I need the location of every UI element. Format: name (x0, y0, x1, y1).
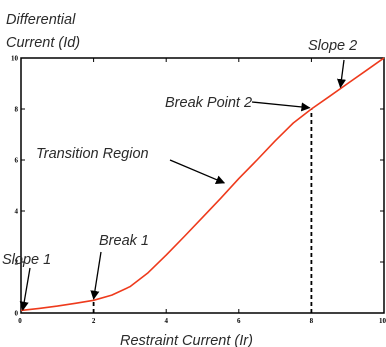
annotation-arrow (19, 267, 31, 311)
annotation-arrow (169, 159, 226, 184)
annotation-label: Transition Region (36, 146, 149, 162)
annotation-arrow (251, 101, 311, 112)
chart-annotations: Slope 1 Break 1 Transition Region Break Poi… (2, 38, 357, 311)
y-tick-label: 2 (15, 259, 19, 267)
annotation-label: Break 1 (99, 233, 149, 249)
annotation-arrow (90, 251, 102, 300)
x-tick-label: 2 (92, 317, 96, 325)
x-tick-label: 8 (310, 317, 314, 325)
annotation-label: Slope 1 (2, 252, 51, 268)
annotation-label: Break Point 2 (165, 95, 252, 111)
x-tick-label: 4 (164, 317, 168, 325)
chart-marks (20, 57, 385, 313)
plot-frame (20, 57, 385, 314)
y-tick-label: 0 (15, 310, 19, 318)
x-tick-label: 0 (18, 317, 22, 325)
characteristic-line (20, 57, 385, 312)
y-tick-label: 6 (15, 157, 19, 165)
annotation-arrow (336, 59, 347, 89)
annotation-label: Slope 2 (308, 38, 357, 54)
x-tick-label: 10 (379, 317, 386, 325)
y-tick-label: 4 (15, 208, 19, 216)
y-axis-label-line-1: Differential (6, 12, 76, 28)
x-axis-label: Restraint Current (Ir) (120, 333, 253, 347)
y-axis-label-line-2: Current (Id) (6, 35, 80, 51)
y-tick-label: 8 (15, 106, 19, 114)
y-tick-label: 10 (11, 55, 19, 63)
x-tick-label: 6 (237, 317, 241, 325)
